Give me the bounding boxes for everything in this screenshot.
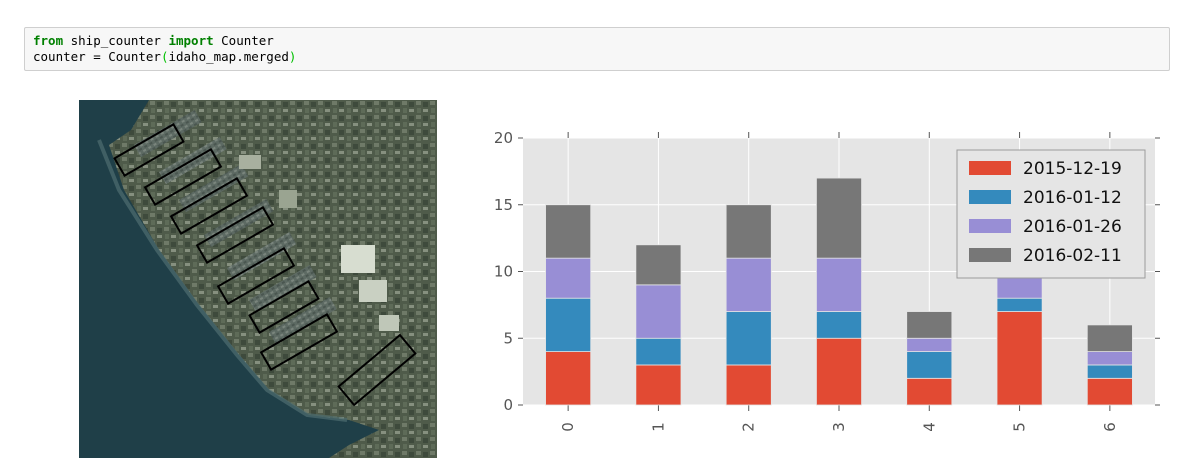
y-tick-label: 5 <box>503 329 513 347</box>
bar-segment <box>545 351 592 406</box>
bar-segment <box>635 244 682 286</box>
bar-segment <box>725 364 772 406</box>
x-tick-label: 3 <box>830 422 848 432</box>
x-tick-label: 6 <box>1101 422 1119 432</box>
bar-segment <box>1086 324 1133 352</box>
code-line-1: from ship_counter import Counter <box>33 33 1161 49</box>
bar-segment <box>725 257 772 312</box>
bar-segment <box>725 311 772 366</box>
bar-segment <box>635 364 682 406</box>
bar-segment <box>816 311 862 339</box>
legend-label: 2016-01-12 <box>1023 188 1122 208</box>
code-token: idaho_map.merged <box>168 49 289 64</box>
bar-segment <box>1086 351 1133 366</box>
x-tick-label: 0 <box>559 422 577 432</box>
warehouse-buildings <box>239 155 399 331</box>
stacked-bar-chart: 0 5 10 15 20 0 1 2 3 4 5 6 2015-12-19 2016-01-12 2016-… <box>470 118 1170 463</box>
bar-segment <box>545 257 592 299</box>
legend-swatch <box>969 219 1011 233</box>
y-tick-label: 0 <box>503 396 513 414</box>
y-tick-label: 10 <box>494 263 513 281</box>
bar-segment <box>906 351 953 379</box>
bar-segment <box>816 257 862 312</box>
bar-segment <box>635 284 682 339</box>
bar-segment <box>906 337 953 352</box>
ship-detection-boxes <box>113 122 417 407</box>
code-token: from <box>33 33 64 48</box>
x-tick-label: 2 <box>740 422 758 432</box>
legend-swatch <box>969 248 1011 262</box>
code-token: Counter <box>213 33 274 48</box>
y-tick-label: 15 <box>494 196 513 214</box>
satellite-image <box>79 100 437 458</box>
bar-segment <box>996 311 1043 406</box>
x-tick-label: 1 <box>649 422 667 432</box>
code-token: ( <box>160 49 169 64</box>
legend-swatch <box>969 190 1011 204</box>
code-token: import <box>168 33 214 48</box>
y-tick-label: 20 <box>494 129 513 147</box>
bar-segment <box>725 204 772 259</box>
legend-swatch <box>969 161 1011 175</box>
bar-segment <box>635 337 682 366</box>
water-area <box>79 100 379 458</box>
legend-label: 2016-02-11 <box>1023 246 1122 266</box>
bar-segment <box>545 204 592 259</box>
legend-label: 2015-12-19 <box>1023 159 1122 179</box>
x-tick-label: 4 <box>920 422 938 432</box>
pier-structures <box>134 110 337 345</box>
bar-segment <box>996 297 1043 312</box>
legend-label: 2016-01-26 <box>1023 217 1122 237</box>
bar-segment <box>906 311 953 339</box>
code-token: ship_counter <box>63 33 169 48</box>
bar-segment <box>1086 364 1133 379</box>
bar-segment <box>816 177 862 259</box>
code-token: counter = Counter <box>33 49 161 64</box>
code-cell[interactable]: from ship_counter import Counter counter… <box>24 27 1170 71</box>
bar-segment <box>816 337 862 406</box>
code-line-2: counter = Counter(idaho_map.merged) <box>33 49 1161 65</box>
bar-segment <box>906 377 953 406</box>
bar-segment <box>1086 377 1133 406</box>
bar-segment <box>545 297 592 352</box>
code-token: ) <box>288 49 297 64</box>
x-tick-label: 5 <box>1011 422 1029 432</box>
